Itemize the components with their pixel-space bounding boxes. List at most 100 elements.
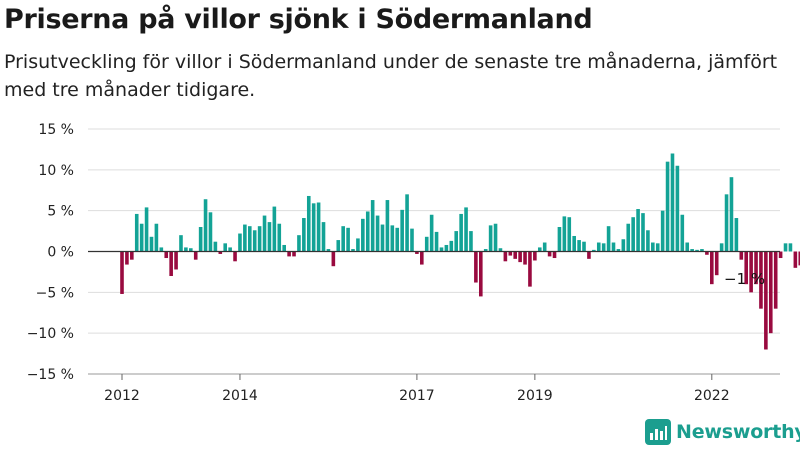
- bar: [189, 248, 193, 252]
- bar: [542, 242, 547, 252]
- bar: [488, 225, 493, 252]
- bar: [297, 235, 301, 252]
- bar: [321, 222, 326, 252]
- bar: [759, 251, 763, 309]
- bar: [739, 251, 744, 260]
- bar: [370, 200, 375, 252]
- bar: [144, 207, 149, 252]
- bar: [351, 249, 355, 252]
- bar: [596, 242, 601, 252]
- bar: [424, 236, 429, 252]
- bar: [680, 214, 685, 252]
- bar: [174, 251, 178, 270]
- bar: [631, 217, 635, 252]
- bar: [469, 231, 473, 252]
- bar: [292, 251, 296, 257]
- bar: [744, 251, 749, 285]
- bar: [184, 247, 188, 252]
- bar: [557, 227, 562, 252]
- bar: [434, 231, 439, 252]
- bar: [287, 251, 291, 257]
- bar: [518, 251, 522, 263]
- bar: [385, 200, 390, 252]
- bar: [503, 251, 508, 262]
- bar: [474, 251, 478, 283]
- bar: [415, 251, 419, 254]
- bar: [454, 231, 459, 252]
- bar: [356, 238, 360, 252]
- bar: [218, 251, 223, 254]
- bar: [655, 243, 660, 252]
- bar: [228, 247, 232, 252]
- bar: [380, 224, 385, 252]
- bar: [149, 236, 154, 252]
- bar: [793, 251, 798, 268]
- y-tick-label: 15 %: [38, 122, 74, 138]
- bar: [302, 218, 306, 252]
- bar: [277, 223, 282, 252]
- bar: [267, 222, 272, 252]
- y-tick-label: 10 %: [38, 163, 74, 179]
- y-tick-label: −5 %: [36, 285, 74, 301]
- bar: [179, 235, 183, 252]
- bar: [592, 249, 596, 252]
- bar: [154, 223, 159, 252]
- bar: [582, 241, 586, 252]
- bar: [429, 214, 434, 252]
- bar: [130, 251, 134, 260]
- bar: [577, 240, 581, 252]
- bar: [641, 213, 645, 252]
- bar: [493, 223, 498, 252]
- bar: [449, 240, 454, 252]
- x-tick-label: 2017: [399, 388, 435, 404]
- bar: [395, 227, 400, 252]
- bar: [528, 251, 532, 287]
- bar: [341, 226, 345, 252]
- y-tick-label: 0 %: [47, 245, 74, 261]
- bar: [724, 194, 729, 252]
- bar: [272, 206, 277, 252]
- bar: [198, 227, 203, 252]
- bar: [238, 233, 242, 252]
- bar: [134, 213, 139, 252]
- bar: [508, 251, 513, 256]
- bar: [252, 230, 257, 252]
- bar: [749, 251, 753, 293]
- bar: [773, 251, 778, 309]
- bar: [365, 211, 370, 252]
- bar: [651, 242, 655, 252]
- bar: [193, 251, 198, 260]
- bar: [459, 213, 463, 252]
- bar: [537, 247, 542, 252]
- bar: [464, 207, 468, 252]
- bar: [479, 251, 483, 297]
- bar: [400, 209, 404, 252]
- bar: [346, 227, 350, 252]
- bar: [646, 230, 650, 252]
- bar: [601, 243, 606, 252]
- bar: [125, 251, 129, 265]
- bar: [660, 210, 665, 252]
- bar: [243, 224, 247, 252]
- bar: [700, 249, 704, 252]
- bar: [390, 225, 395, 252]
- bar: [675, 165, 680, 252]
- newsworthy-logo-text: Newsworthy: [676, 421, 800, 443]
- bar: [410, 228, 414, 252]
- bar: [139, 223, 144, 252]
- bar: [513, 251, 517, 259]
- bar: [734, 218, 739, 252]
- bar: [120, 251, 124, 294]
- bar: [444, 244, 449, 252]
- bar: [710, 251, 714, 285]
- bar: [587, 251, 591, 259]
- bar: [714, 251, 719, 276]
- bar: [670, 153, 675, 252]
- bar: [233, 251, 237, 262]
- bar: [169, 251, 173, 276]
- bar: [768, 251, 773, 334]
- bar: [223, 243, 228, 252]
- bar: [164, 251, 169, 259]
- bar: [483, 249, 488, 252]
